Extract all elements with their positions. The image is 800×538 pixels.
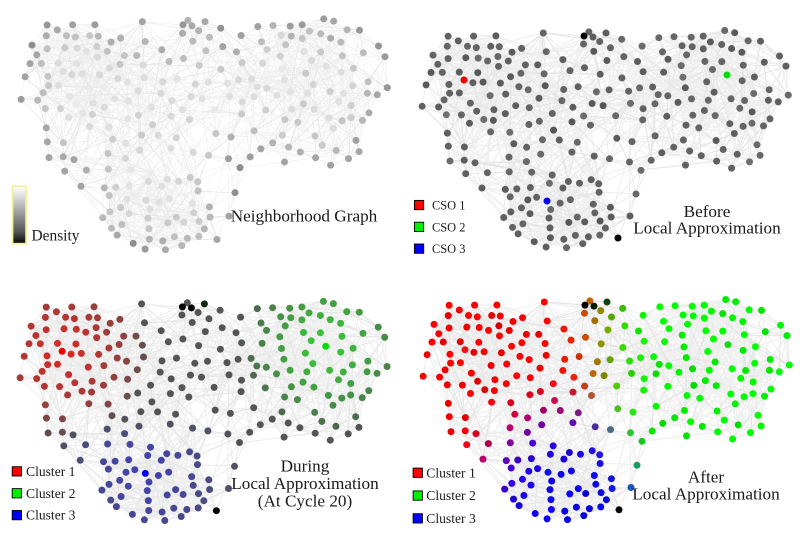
svg-text:CSO 2: CSO 2: [432, 220, 465, 234]
svg-text:CSO 1: CSO 1: [432, 199, 465, 213]
svg-text:Cluster 3: Cluster 3: [426, 511, 476, 526]
svg-text:Cluster 1: Cluster 1: [26, 464, 75, 479]
svg-text:Local Approximation: Local Approximation: [633, 219, 781, 238]
svg-text:Local Approximation: Local Approximation: [231, 474, 379, 493]
svg-text:Density: Density: [32, 228, 80, 245]
svg-text:Cluster 2: Cluster 2: [26, 486, 76, 501]
svg-text:After: After: [688, 468, 725, 487]
svg-text:(At Cycle 20): (At Cycle 20): [258, 492, 353, 511]
svg-text:CSO 3: CSO 3: [432, 242, 465, 256]
svg-text:Cluster 2: Cluster 2: [426, 488, 476, 503]
svg-text:Cluster 3: Cluster 3: [26, 508, 76, 523]
svg-text:During: During: [281, 457, 330, 476]
svg-text:Local Approximation: Local Approximation: [632, 485, 780, 504]
svg-text:Before: Before: [684, 202, 731, 221]
svg-text:Cluster 1: Cluster 1: [426, 465, 475, 480]
svg-text:Neighborhood Graph: Neighborhood Graph: [231, 207, 378, 226]
